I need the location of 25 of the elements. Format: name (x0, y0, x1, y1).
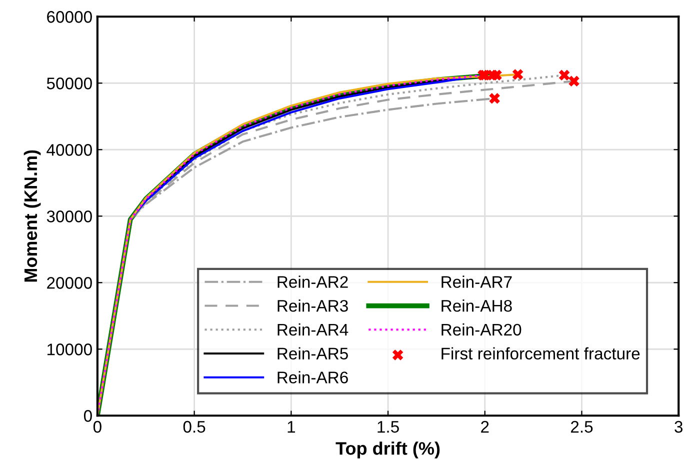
legend-label: Rein-AR20 (442, 323, 522, 336)
x-tick-label: 2 (481, 420, 489, 433)
legend-label: Rein-AH8 (442, 300, 512, 312)
y-tick-label: 10000 (48, 344, 92, 356)
y-tick-label: 0 (84, 410, 92, 422)
x-tick-label: 1 (288, 421, 295, 433)
legend-label: Rein-AR4 (278, 323, 348, 336)
legend-label: First reinforcement fracture (442, 347, 640, 360)
y-tick-label: 50000 (46, 78, 92, 90)
legend-label: Rein-AR2 (278, 276, 348, 288)
x-axis-title: Top drift (%) (336, 442, 440, 458)
x-tick-label: 0.5 (183, 420, 206, 433)
x-tick-label: 2.5 (570, 420, 593, 433)
legend-label: Rein-AR5 (278, 347, 348, 360)
legend-label: Rein-AR6 (278, 371, 348, 384)
x-tick-label: 0 (93, 420, 102, 433)
x-tick-label: 3 (674, 420, 682, 433)
y-tick-label: 20000 (47, 277, 92, 289)
legend-label: Rein-AR3 (278, 300, 348, 312)
y-tick-label: 40000 (46, 144, 92, 156)
y-axis-title: Moment (KN.m) (24, 150, 41, 282)
y-tick-label: 30000 (46, 210, 92, 222)
x-tick-label: 1.5 (378, 421, 399, 433)
legend-label: Rein-AR7 (442, 276, 512, 288)
y-tick-label: 60000 (47, 11, 92, 23)
